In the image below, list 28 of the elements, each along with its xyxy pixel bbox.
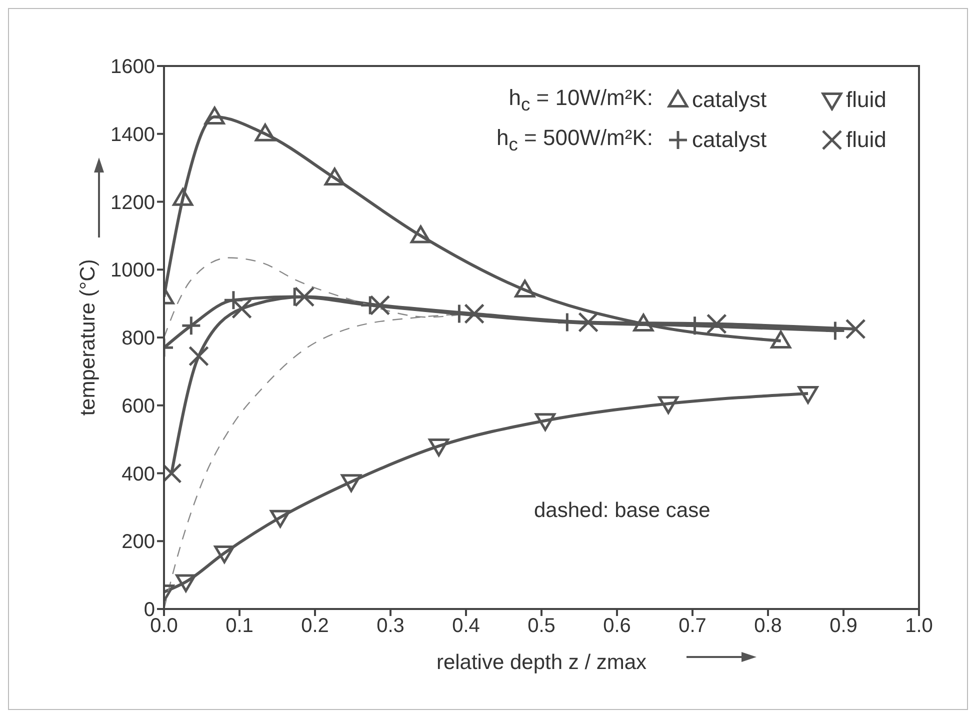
y-tick-label: 200 (122, 531, 155, 554)
legend-label: fluid (846, 87, 886, 113)
legend-label: catalyst (692, 127, 767, 153)
x-tick-label: 0.3 (376, 615, 404, 638)
x-tick-label: 0.6 (603, 615, 631, 638)
x-tick-label: 0.0 (150, 615, 178, 638)
legend-label: catalyst (692, 87, 767, 113)
y-tick-label: 1200 (110, 192, 155, 214)
annotation: dashed: base case (534, 499, 710, 523)
annotation: h$_{c}$ = 500W/m²K: (496, 124, 653, 156)
x-tick-label: 0.1 (226, 615, 254, 638)
y-axis-title: temperature (°C) (76, 259, 100, 416)
y-tick-label: 1600 (110, 56, 155, 78)
y-tick-label: 1400 (110, 124, 155, 146)
y-tick-label: 600 (122, 395, 155, 418)
x-tick-label: 1.0 (905, 615, 933, 638)
x-axis-title: relative depth z / zmax (436, 651, 648, 674)
annotation: h$_{c}$ = 10W/m²K: (508, 84, 653, 116)
x-tick-label: 0.7 (678, 615, 706, 638)
x-tick-label: 0.8 (754, 615, 782, 638)
x-tick-label: 0.4 (452, 615, 480, 638)
x-tick-label: 0.5 (528, 615, 556, 638)
y-tick-label: 400 (122, 463, 155, 486)
y-tick-label: 1000 (110, 260, 155, 282)
y-tick-label: 800 (122, 328, 155, 350)
x-tick-label: 0.2 (301, 615, 329, 638)
legend-label: fluid (846, 127, 886, 153)
x-tick-label: 0.9 (830, 615, 858, 638)
